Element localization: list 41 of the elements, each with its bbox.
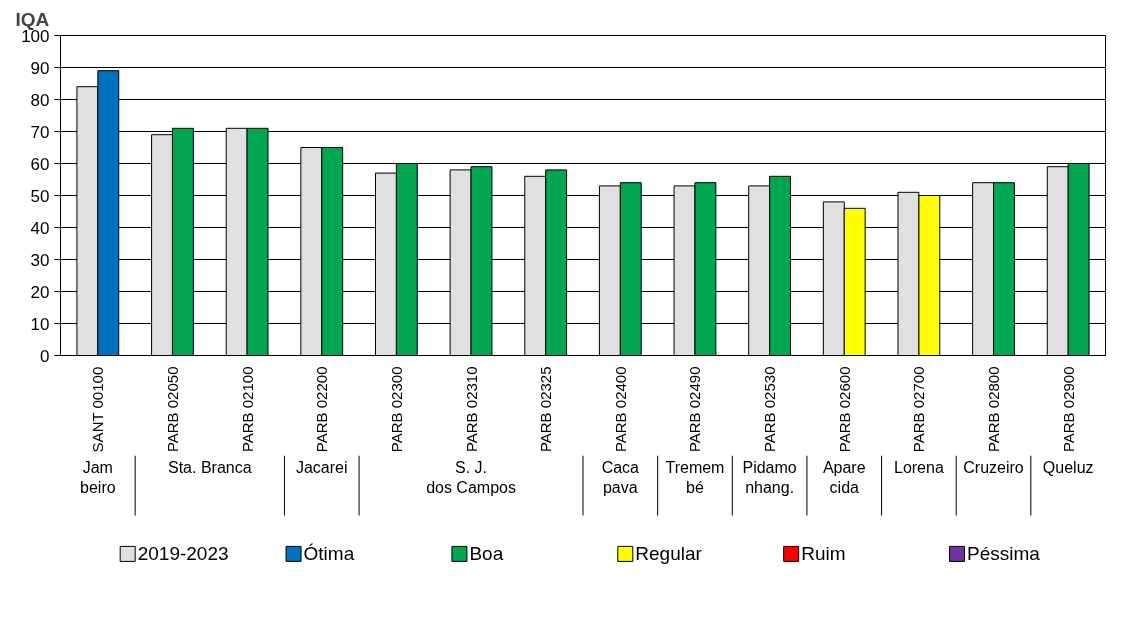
y-tick-label: 10 [30, 314, 50, 334]
text: Cruzeiro [963, 459, 1024, 477]
x-tick-label: PARB 02400 [611, 366, 629, 453]
x-tick-label: PARB 02050 [163, 366, 181, 453]
x-tick-label: PARB 02100 [238, 366, 256, 453]
text: Tremem bé [665, 459, 725, 497]
text: Queluz [1042, 459, 1094, 477]
text: Pidamo nhang. [742, 459, 797, 497]
x-tick-label: PARB 02600 [835, 366, 853, 453]
y-tick-label: 80 [30, 90, 50, 110]
legend-label: Péssima [967, 543, 1041, 565]
x-tick-label: SANT 00100 [89, 366, 107, 453]
legend-label: Ótima [303, 543, 355, 565]
text: Jacarei [295, 459, 348, 477]
text: Apare cida [822, 459, 866, 497]
x-tick-label: PARB 02310 [462, 366, 480, 453]
legend-label: Boa [469, 543, 504, 565]
x-tick-label: PARB 02530 [761, 366, 779, 453]
y-tick-label: 60 [30, 154, 50, 174]
y-tick-label: 20 [30, 282, 50, 302]
x-tick-label: PARB 02200 [313, 366, 331, 453]
x-tick-label: PARB 02800 [985, 366, 1003, 453]
y-tick-label: 0 [40, 346, 50, 366]
text: Caca pava [601, 459, 640, 497]
y-tick-label: 30 [30, 250, 50, 270]
legend-label: Ruim [801, 543, 846, 565]
text: Sta. Branca [167, 459, 252, 477]
y-tick-label: 70 [30, 122, 50, 142]
legend-label: 2019-2023 [137, 543, 229, 565]
text: S. J. dos Campos [426, 459, 516, 497]
text: Lorena [893, 459, 944, 477]
y-tick-label: 50 [30, 186, 50, 206]
x-tick-label: PARB 02700 [910, 366, 928, 453]
y-tick-label: 90 [30, 58, 50, 78]
legend-label: Regular [635, 543, 703, 565]
x-tick-label: PARB 02490 [686, 366, 704, 453]
y-tick-label: 40 [30, 218, 50, 238]
x-tick-label: PARB 02900 [1059, 366, 1077, 453]
x-tick-label: PARB 02325 [537, 366, 555, 453]
text: Jam beiro [80, 459, 116, 497]
x-tick-label: PARB 02300 [387, 366, 405, 453]
